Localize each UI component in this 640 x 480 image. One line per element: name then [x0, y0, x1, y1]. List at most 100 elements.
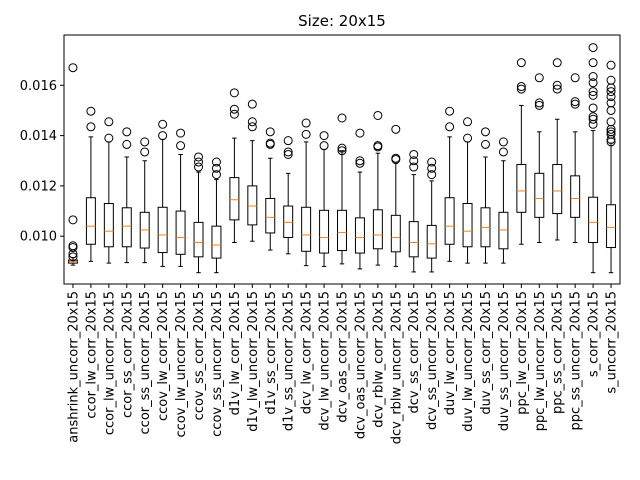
flier-point: [211, 170, 221, 180]
flier-point: [247, 122, 257, 132]
box-duv_ss_corr_20x15: [480, 127, 491, 264]
box-iqr: [157, 206, 168, 254]
flier-point: [427, 157, 437, 167]
flier-point: [606, 87, 616, 97]
flier-point: [104, 133, 114, 143]
plot-area: [67, 43, 617, 274]
flier-point: [337, 146, 347, 156]
box-iqr: [408, 221, 419, 258]
flier-point: [283, 136, 293, 146]
flier-point: [283, 149, 293, 159]
flier-point: [301, 118, 311, 128]
box-iqr: [103, 203, 114, 248]
x-tick-label: s_corr_20x15: [587, 291, 602, 377]
box-dcv_oas_corr_20x15: [337, 113, 347, 265]
box-d1v_ss_corr_20x15: [265, 127, 276, 251]
flier-point: [516, 84, 526, 94]
flier-point: [606, 134, 616, 144]
flier-point: [158, 119, 168, 129]
flier-point: [552, 58, 562, 68]
flier-point: [229, 109, 239, 119]
x-tick-label: dcv_oas_uncorr_20x15: [353, 291, 368, 439]
flier-point: [445, 106, 455, 116]
box-ccov_lw_corr_20x15: [157, 119, 168, 267]
box-dcv_ss_corr_20x15: [408, 149, 419, 273]
x-tick-label: d1v_lw_uncorr_20x15: [246, 291, 261, 432]
box-duv_ss_uncorr_20x15: [498, 137, 509, 264]
box-s_uncorr_20x15: [606, 60, 617, 274]
flier-point: [445, 122, 455, 132]
box-iqr: [121, 207, 132, 248]
box-iqr: [462, 203, 473, 248]
flier-point: [606, 60, 616, 70]
flier-point: [606, 83, 616, 93]
flier-point: [570, 73, 580, 83]
box-ccor_ss_uncorr_20x15: [139, 137, 150, 264]
flier-point: [194, 162, 204, 172]
flier-point: [552, 80, 562, 90]
box-s_corr_20x15: [588, 43, 599, 274]
box-dcv_oas_uncorr_20x15: [354, 128, 365, 270]
x-tick-label: dcv_oas_corr_20x15: [336, 291, 351, 423]
flier-point: [283, 147, 293, 157]
x-tick-label: ccor_ss_uncorr_20x15: [138, 291, 153, 434]
flier-point: [391, 124, 401, 134]
flier-point: [337, 113, 347, 123]
x-tick-label: ppc_ss_corr_20x15: [551, 291, 566, 414]
x-tick-label: ppc_lw_corr_20x15: [515, 291, 530, 415]
flier-point: [86, 106, 96, 116]
box-iqr: [175, 210, 186, 255]
x-tick-label: dcv_lw_corr_20x15: [300, 291, 315, 414]
flier-point: [391, 155, 401, 164]
y-tick-label: 0.010: [20, 230, 57, 245]
x-tick-label: dcv_rblw_corr_20x15: [371, 291, 386, 428]
box-iqr: [354, 217, 365, 254]
flier-point: [480, 139, 490, 149]
y-axis: 0.010 0.012 0.014 0.016: [20, 79, 64, 245]
flier-point: [211, 157, 221, 167]
flier-point: [588, 43, 598, 53]
flier-point: [516, 58, 526, 68]
box-iqr: [265, 197, 276, 234]
x-tick-label: ccov_lw_corr_20x15: [156, 291, 171, 421]
flier-point: [606, 137, 616, 147]
x-tick-label: ppc_ss_uncorr_20x15: [569, 291, 584, 431]
box-ppc_lw_corr_20x15: [516, 58, 527, 245]
x-tick-label: dcv_rblw_uncorr_20x15: [389, 291, 404, 444]
flier-point: [68, 215, 78, 225]
flier-point: [498, 147, 508, 157]
box-iqr: [247, 185, 258, 226]
box-ppc_ss_corr_20x15: [552, 58, 563, 241]
box-iqr: [516, 164, 527, 213]
flier-point: [355, 158, 365, 168]
flier-point: [247, 117, 257, 127]
flier-point: [122, 139, 132, 149]
box-duv_lw_uncorr_20x15: [462, 117, 473, 264]
flier-point: [588, 103, 598, 113]
flier-point: [301, 129, 311, 139]
box-ppc_ss_uncorr_20x15: [570, 73, 581, 243]
flier-point: [588, 72, 598, 81]
flier-point: [68, 243, 78, 253]
box-iqr: [85, 197, 96, 245]
box-iqr: [283, 205, 294, 238]
flier-point: [534, 100, 544, 110]
flier-point: [588, 58, 598, 68]
flier-point: [606, 124, 616, 134]
flier-point: [463, 133, 473, 143]
box-d1v_lw_uncorr_20x15: [247, 99, 258, 242]
flier-point: [337, 143, 347, 153]
box-ccor_lw_corr_20x15: [85, 106, 96, 262]
flier-point: [68, 252, 78, 262]
x-tick-label: d1v_ss_uncorr_20x15: [282, 291, 297, 431]
flier-point: [427, 163, 437, 173]
box-ccor_lw_uncorr_20x15: [103, 117, 114, 264]
box-dcv_rblw_corr_20x15: [372, 110, 383, 266]
flier-point: [319, 131, 329, 141]
flier-point: [463, 117, 473, 127]
box-iqr: [211, 225, 222, 259]
flier-point: [247, 99, 257, 109]
flier-point: [588, 90, 598, 100]
box-duv_lw_corr_20x15: [444, 106, 455, 262]
